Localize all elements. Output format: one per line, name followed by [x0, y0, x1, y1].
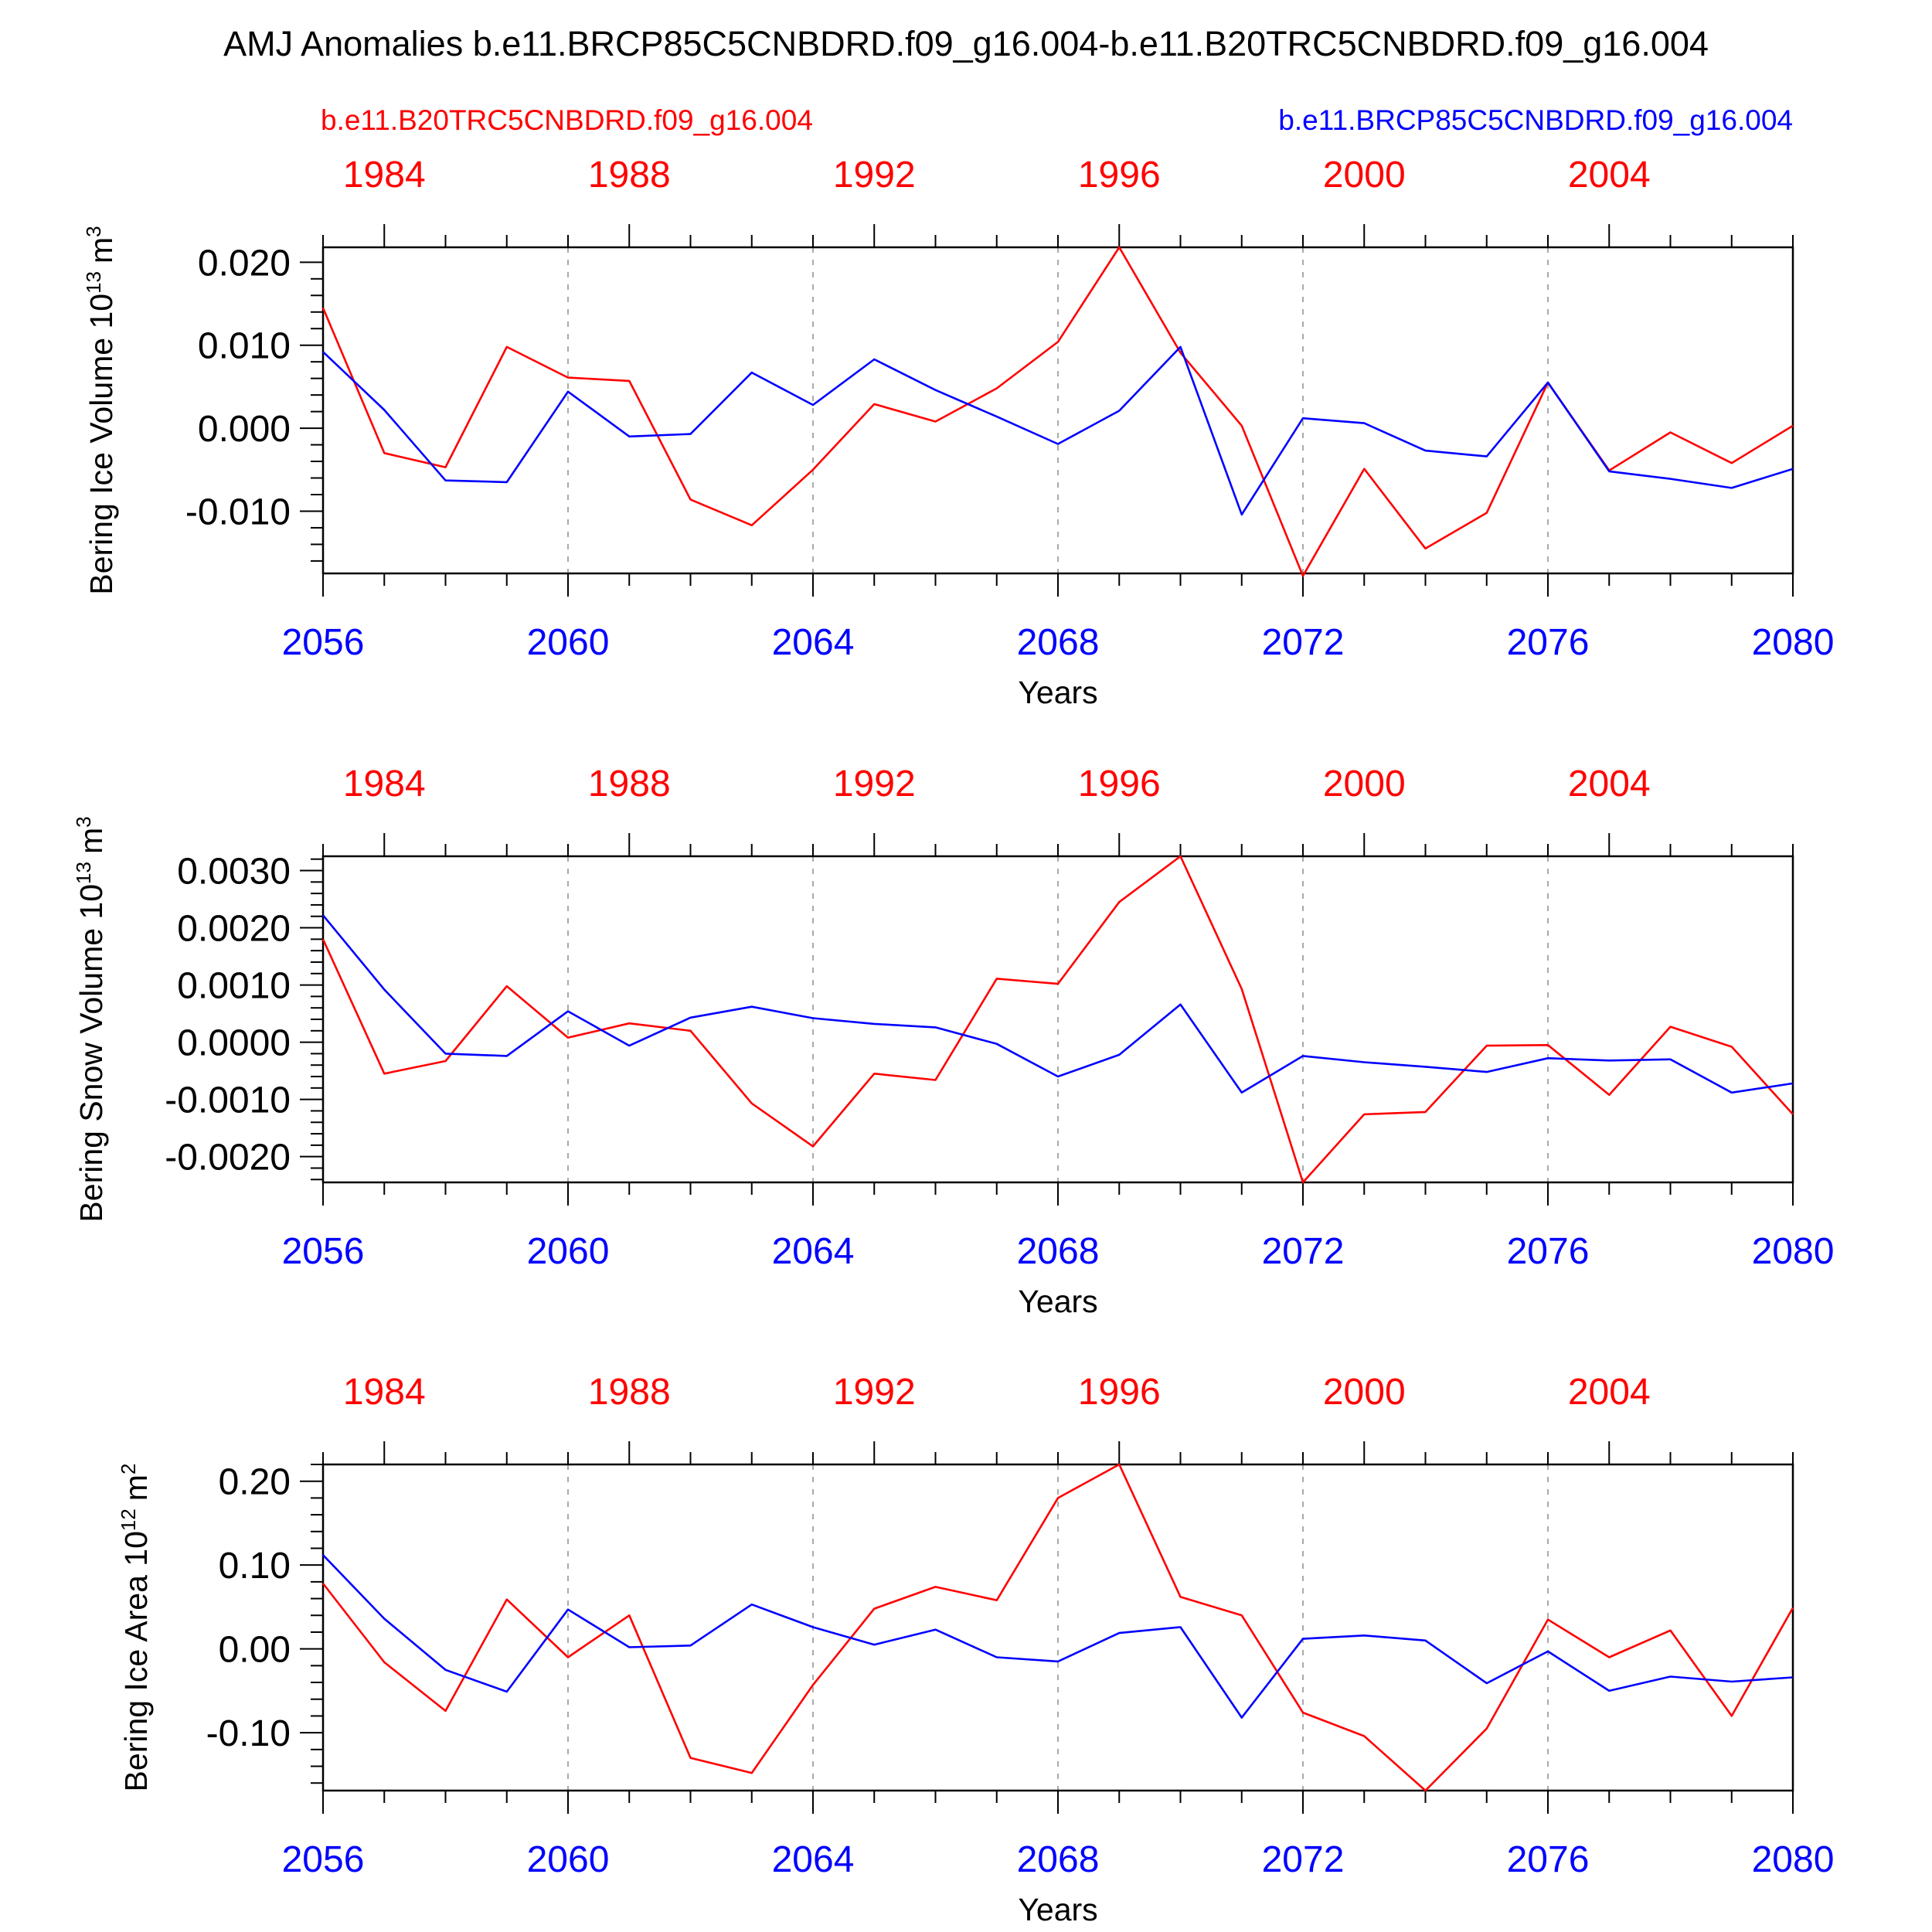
y-tick-label: 0.0030: [177, 852, 291, 893]
x-tick-label: 2064: [772, 622, 855, 663]
page-title: AMJ Anomalies b.e11.BRCP85C5CNBDRD.f09_g…: [223, 24, 1709, 63]
legend-future: b.e11.BRCP85C5CNBDRD.f09_g16.004: [1278, 104, 1793, 136]
x-tick-label: 2060: [527, 1231, 610, 1272]
chart-panel-3: 2056 2060 2064 2068 2072 2076 2080 1984 1988 1992…: [117, 1372, 1834, 1927]
series-line-future: [321, 914, 1794, 1094]
x-tick-label: 2080: [1752, 1839, 1835, 1880]
x-tick-label: 2072: [1262, 622, 1345, 663]
y-tick-label: -0.010: [185, 492, 291, 532]
x-tick-label: 2076: [1507, 622, 1590, 663]
y-tick-label: 0.0000: [177, 1023, 291, 1064]
top-x-tick-label: 1988: [588, 155, 671, 196]
top-x-tick-label: 1984: [343, 1372, 426, 1413]
top-x-tick-label: 1992: [833, 155, 916, 196]
x-tick-label: 2080: [1752, 622, 1835, 663]
x-tick-label: 2064: [772, 1839, 855, 1880]
x-tick-label: 2056: [282, 1231, 365, 1272]
x-axis-title: Years: [1018, 1284, 1097, 1319]
series-line-future: [322, 1554, 1794, 1719]
top-x-tick-label: 1988: [588, 764, 671, 804]
x-axis-title: Years: [1018, 675, 1097, 710]
y-tick-label: 0.00: [219, 1630, 291, 1671]
top-x-tick-label: 1984: [343, 155, 426, 196]
x-tick-label: 2080: [1752, 1231, 1835, 1272]
x-tick-label: 2076: [1507, 1231, 1590, 1272]
x-tick-label: 2076: [1507, 1839, 1590, 1880]
top-x-tick-label: 2004: [1568, 155, 1651, 196]
x-tick-label: 2068: [1017, 1839, 1100, 1880]
series-line-future: [322, 345, 1794, 516]
top-x-tick-label: 1996: [1078, 1372, 1161, 1413]
y-tick-label: 0.010: [198, 326, 291, 367]
top-x-tick-label: 2004: [1568, 764, 1651, 804]
x-tick-label: 2072: [1262, 1231, 1345, 1272]
top-x-tick-label: 2000: [1323, 764, 1406, 804]
y-axis-title: Bering Ice Area 1012m2: [117, 1464, 154, 1792]
y-tick-label: 0.10: [219, 1546, 291, 1587]
x-tick-label: 2064: [772, 1231, 855, 1272]
legend-historical: b.e11.B20TRC5CNBDRD.f09_g16.004: [321, 104, 813, 136]
top-x-tick-label: 1988: [588, 1372, 671, 1413]
top-x-tick-label: 2000: [1323, 155, 1406, 196]
x-tick-label: 2056: [282, 622, 365, 663]
y-tick-label: 0.0010: [177, 966, 291, 1007]
x-tick-label: 2068: [1017, 622, 1100, 663]
y-axis-title: Bering Ice Volume 1013m3: [82, 226, 119, 594]
top-x-tick-label: 1996: [1078, 764, 1161, 804]
y-tick-label: 0.0020: [177, 909, 291, 950]
x-tick-label: 2056: [282, 1839, 365, 1880]
x-tick-label: 2068: [1017, 1231, 1100, 1272]
top-x-tick-label: 1996: [1078, 155, 1161, 196]
top-x-tick-label: 2004: [1568, 1372, 1651, 1413]
chart-panel-2: 2056 2060 2064 2068 2072 2076 2080 1984 1988 1992…: [72, 764, 1834, 1319]
y-tick-label: -0.0020: [165, 1138, 291, 1179]
chart-panel-1: 2056 2060 2064 2068 2072 2076 2080 1984 1988 1992…: [82, 155, 1834, 710]
y-tick-label: -0.0010: [165, 1080, 291, 1121]
y-tick-label: 0.000: [198, 409, 291, 450]
x-tick-label: 2060: [527, 622, 610, 663]
y-tick-label: 0.020: [198, 243, 291, 284]
x-axis-title: Years: [1018, 1892, 1097, 1927]
series-line-historical: [321, 855, 1794, 1184]
top-x-tick-label: 1992: [833, 764, 916, 804]
top-x-tick-label: 1992: [833, 1372, 916, 1413]
top-x-tick-label: 1984: [343, 764, 426, 804]
x-tick-label: 2060: [527, 1839, 610, 1880]
y-tick-label: -0.10: [206, 1713, 291, 1754]
series-line-historical: [321, 1463, 1794, 1792]
y-axis-title: Bering Snow Volume 1013m3: [72, 816, 109, 1222]
y-tick-label: 0.20: [219, 1462, 291, 1503]
x-tick-label: 2072: [1262, 1839, 1345, 1880]
top-x-tick-label: 2000: [1323, 1372, 1406, 1413]
